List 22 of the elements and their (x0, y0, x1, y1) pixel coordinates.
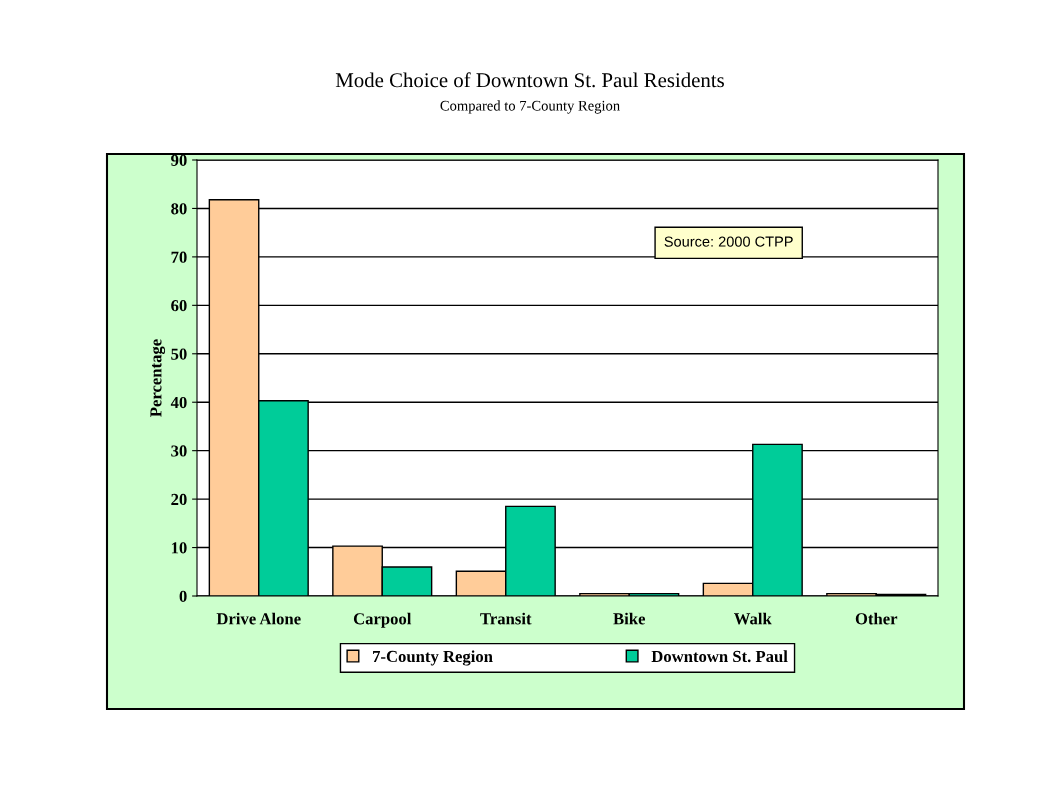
y-tick-label: 20 (171, 493, 187, 506)
x-tick-label: Carpool (353, 612, 412, 628)
x-tick-label: Other (855, 612, 898, 625)
chart-subtitle: Compared to 7-County Region (440, 100, 620, 114)
y-tick-label: 0 (179, 590, 187, 602)
y-tick-label: 40 (170, 396, 187, 409)
chart-title: Mode Choice of Downtown St. Paul Residents (335, 72, 724, 88)
legend-label: Downtown St. Paul (651, 650, 788, 663)
y-tick-label: 30 (171, 445, 187, 457)
y-tick-label: 60 (171, 300, 187, 312)
y-tick-label: 70 (171, 251, 187, 263)
x-tick-label: Walk (734, 612, 772, 625)
annotation: Source: 2000 CTPP (664, 236, 793, 247)
y-tick-label: 80 (171, 203, 187, 215)
legend-label: 7-County Region (373, 650, 493, 666)
y-tick-label: 10 (171, 542, 187, 554)
x-tick-label: Bike (613, 612, 646, 625)
y-tick-label: 50 (171, 348, 187, 360)
x-tick-label: Transit (480, 612, 532, 625)
y-tick-label: 90 (171, 154, 187, 166)
x-tick-label: Drive Alone (216, 612, 301, 625)
y-axis-title: Percentage (150, 339, 166, 417)
